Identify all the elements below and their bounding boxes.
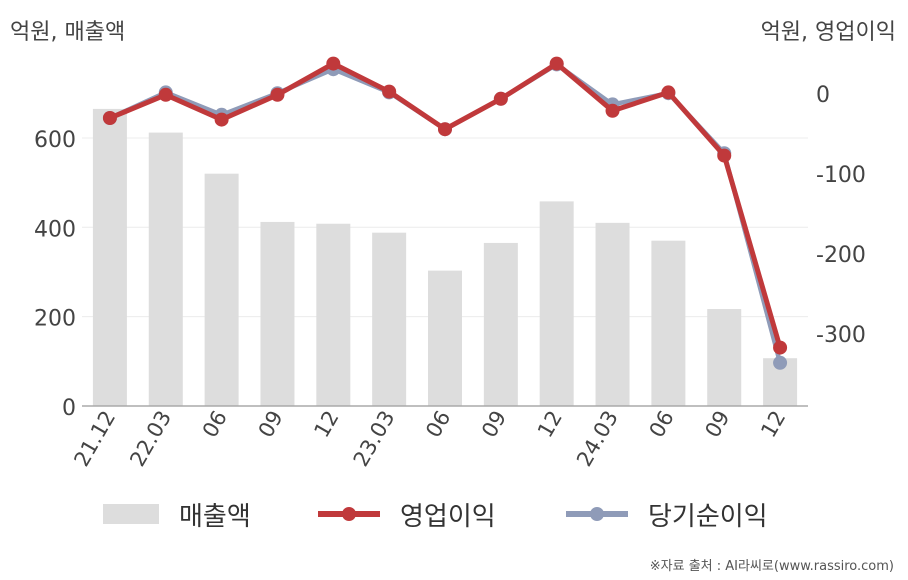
operating-profit-point xyxy=(214,112,229,127)
operating-profit-point xyxy=(717,148,732,163)
left-tick-label: 0 xyxy=(62,396,76,421)
x-tick-label: 22.03 xyxy=(125,407,176,471)
right-axis-unit: 억원, 영업이익 xyxy=(760,20,896,45)
operating-profit-point xyxy=(158,87,173,102)
revenue-bar xyxy=(707,309,742,406)
legend-label-operating-profit: 영업이익 xyxy=(400,501,496,532)
legend: 매출액 영업이익 당기순이익 xyxy=(0,496,908,536)
revenue-bar xyxy=(595,222,630,406)
revenue-bar xyxy=(204,173,239,406)
left-tick-label: 600 xyxy=(34,128,76,153)
operating-profit-point xyxy=(438,122,452,137)
legend-label-revenue: 매출액 xyxy=(179,501,251,532)
revenue-bar xyxy=(92,108,127,406)
revenue-bars xyxy=(92,108,798,406)
revenue-bar xyxy=(651,240,686,406)
left-tick-label: 200 xyxy=(34,307,76,332)
right-tick-label: -300 xyxy=(816,323,866,348)
legend-item-operating-profit: 영업이익 xyxy=(318,496,496,532)
operating-profit-point xyxy=(661,85,676,100)
x-tick-label: 09 xyxy=(254,407,288,442)
operating-profit-point xyxy=(493,91,508,106)
right-tick-label: 0 xyxy=(816,83,830,108)
revenue-bar xyxy=(316,223,351,406)
x-tick-label: 06 xyxy=(421,407,455,442)
legend-swatch-gray-line xyxy=(566,507,628,521)
operating-profit-point xyxy=(102,111,117,125)
left-axis-unit: 억원, 매출액 xyxy=(10,20,126,45)
net-income-point xyxy=(773,355,788,370)
profit-lines xyxy=(102,56,788,370)
x-tick-label: 24.03 xyxy=(572,407,623,471)
x-tick-label: 06 xyxy=(198,407,232,442)
operating-profit-point xyxy=(326,56,341,71)
legend-item-revenue: 매출액 xyxy=(103,496,251,532)
x-tick-label: 12 xyxy=(533,407,567,442)
operating-profit-point xyxy=(549,56,564,71)
revenue-bar xyxy=(260,221,295,406)
revenue-bar xyxy=(428,270,462,406)
operating-profit-point xyxy=(605,103,620,118)
x-tick-label: 06 xyxy=(645,407,679,442)
source-credit: ※자료 출처 : AI라씨로(www.rassiro.com) xyxy=(649,559,894,574)
legend-swatch-red-line xyxy=(318,507,380,521)
legend-label-net-income: 당기순이익 xyxy=(648,501,768,532)
legend-item-net-income: 당기순이익 xyxy=(566,496,768,532)
x-tick-label: 21.12 xyxy=(69,407,120,471)
operating-profit-point xyxy=(382,84,397,99)
revenue-bar xyxy=(372,232,407,406)
x-tick-label: 09 xyxy=(477,407,511,442)
left-tick-label: 400 xyxy=(34,217,76,242)
right-tick-label: -200 xyxy=(816,243,866,268)
operating-profit-point xyxy=(773,340,788,355)
legend-swatch-bar xyxy=(103,504,159,524)
operating-profit-point xyxy=(270,87,285,102)
x-tick-label: 12 xyxy=(309,407,343,442)
revenue-bar xyxy=(483,242,518,406)
x-tick-label: 12 xyxy=(756,407,790,442)
right-tick-label: -100 xyxy=(816,163,866,188)
x-tick-label: 09 xyxy=(700,407,734,442)
revenue-bar xyxy=(539,201,574,406)
x-tick-label: 23.03 xyxy=(349,407,400,471)
revenue-bar xyxy=(148,132,183,406)
